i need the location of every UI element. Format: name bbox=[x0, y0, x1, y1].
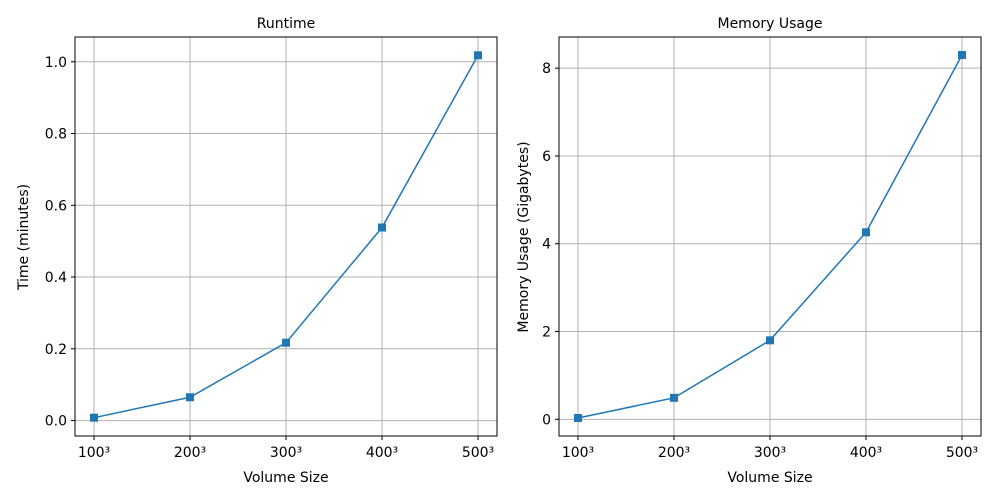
data-point-marker bbox=[282, 338, 290, 347]
x-tick-label: 400³ bbox=[366, 445, 398, 461]
grid-lines bbox=[559, 37, 981, 436]
y-tick-label: 2 bbox=[542, 325, 551, 341]
y-tick-label: 8 bbox=[542, 61, 551, 77]
y-tick-label: 0.6 bbox=[45, 198, 67, 214]
data-point-marker bbox=[378, 223, 387, 232]
y-tick-label: 0.4 bbox=[45, 270, 67, 286]
y-tick-label: 0 bbox=[542, 412, 551, 428]
grid-lines bbox=[75, 37, 497, 436]
data-point-marker bbox=[766, 336, 774, 345]
plot-frame bbox=[74, 36, 498, 437]
data-point-marker bbox=[573, 414, 582, 423]
data-point-marker bbox=[474, 51, 483, 60]
y-tick-label: 0.8 bbox=[45, 127, 67, 143]
y-tick-label: 1.0 bbox=[45, 55, 67, 71]
data-point-marker bbox=[862, 228, 871, 237]
x-axis-label: Volume Size bbox=[243, 470, 328, 486]
chart-title: Runtime bbox=[257, 16, 315, 32]
x-tick-label: 300³ bbox=[754, 445, 786, 461]
runtime-chart: Runtime Volume Size Time (minutes) 100³ 2… bbox=[16, 16, 498, 486]
x-tick-label: 400³ bbox=[850, 445, 882, 461]
x-tick-label: 200³ bbox=[658, 445, 690, 461]
data-point-marker bbox=[958, 50, 967, 59]
plot-frame bbox=[558, 36, 982, 437]
x-tick-label: 100³ bbox=[562, 445, 594, 461]
x-tick-label: 500³ bbox=[462, 445, 494, 461]
memory-usage-chart: Memory Usage Volume Size Memory Usage (G… bbox=[516, 16, 982, 486]
x-axis-label: Volume Size bbox=[727, 470, 812, 486]
data-point-marker bbox=[669, 393, 678, 402]
x-tick-label: 300³ bbox=[270, 445, 302, 461]
x-tick-label: 500³ bbox=[946, 445, 978, 461]
y-axis-label: Time (minutes) bbox=[16, 184, 32, 291]
y-tick-label: 0.2 bbox=[45, 342, 67, 358]
data-point-marker bbox=[185, 393, 194, 402]
y-tick-label: 6 bbox=[542, 149, 551, 165]
y-tick-label: 0.0 bbox=[45, 414, 67, 430]
y-tick-label: 4 bbox=[542, 237, 551, 253]
chart-title: Memory Usage bbox=[717, 16, 822, 32]
y-axis-label: Memory Usage (Gigabytes) bbox=[516, 141, 532, 332]
x-tick-label: 100³ bbox=[78, 445, 110, 461]
x-tick-label: 200³ bbox=[174, 445, 206, 461]
data-point-marker bbox=[89, 413, 98, 422]
